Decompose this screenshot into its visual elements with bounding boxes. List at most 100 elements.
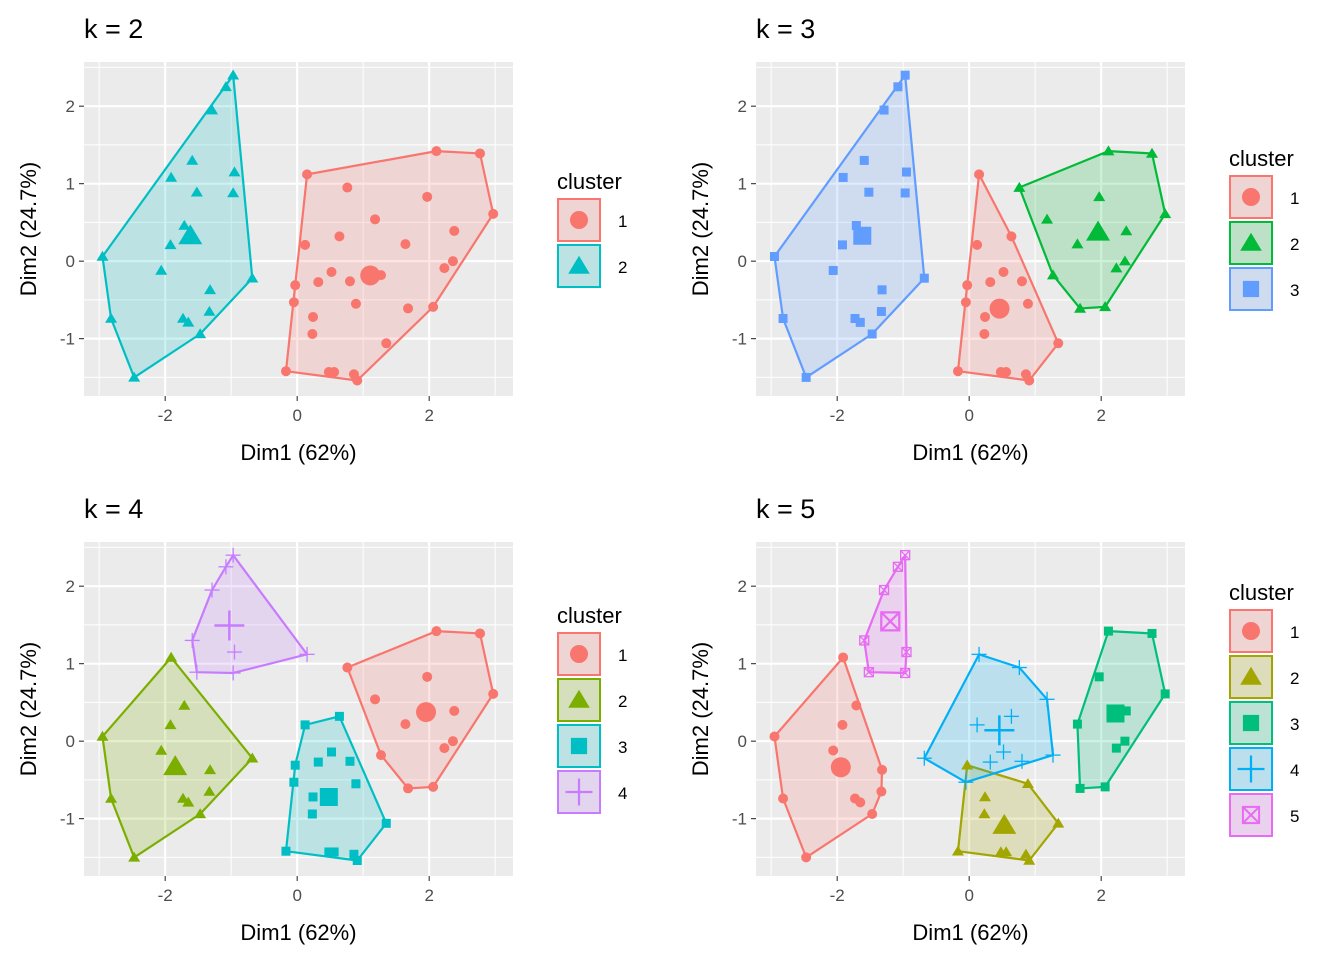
cluster-hull-2 xyxy=(1018,150,1167,310)
circle-mark xyxy=(334,231,345,242)
x-tick-label: -2 xyxy=(830,886,845,905)
data-point xyxy=(342,182,353,193)
y-tick-label: 1 xyxy=(66,655,75,674)
data-point xyxy=(1053,338,1064,349)
data-point xyxy=(165,171,178,182)
data-point xyxy=(246,752,259,763)
square-mark xyxy=(851,221,861,231)
data-point xyxy=(428,781,439,792)
legend-key-symbol xyxy=(570,737,588,755)
data-point xyxy=(308,311,319,322)
triangle-mark xyxy=(165,171,178,182)
data-point xyxy=(290,280,301,291)
legend-label: 2 xyxy=(1290,235,1299,254)
y-tick-label: 2 xyxy=(738,577,747,596)
circle-mark xyxy=(381,338,392,349)
x-tick-label: -2 xyxy=(830,406,845,425)
cross-b xyxy=(879,585,889,596)
circle-mark xyxy=(876,786,887,797)
circle-mark xyxy=(570,211,588,229)
data-point xyxy=(1099,301,1112,312)
legend-label: 3 xyxy=(1290,715,1299,734)
data-point xyxy=(300,239,311,250)
data-point xyxy=(951,845,964,856)
data-point xyxy=(1118,255,1131,266)
data-point xyxy=(1021,778,1034,789)
square-outline xyxy=(900,550,911,561)
legend-item-4: 4 xyxy=(1229,747,1299,791)
data-point xyxy=(155,744,168,755)
data-point xyxy=(203,305,216,316)
triangle-mark xyxy=(155,264,168,275)
panel-k4: k = 4 -2 0 2 -1 0 1 2 Dim1 (62%) Dim2 (24.7%) clus… xyxy=(16,494,627,945)
data-point xyxy=(859,635,870,646)
cross-b xyxy=(900,550,911,561)
data-point xyxy=(864,187,874,197)
data-point xyxy=(280,366,291,377)
data-point xyxy=(313,277,324,288)
data-point xyxy=(1023,854,1036,865)
data-point xyxy=(290,760,300,770)
circle-mark xyxy=(280,366,291,377)
square-mark xyxy=(850,314,860,324)
legend-label: 4 xyxy=(1290,761,1299,780)
triangle-mark xyxy=(568,689,590,708)
data-point xyxy=(300,720,310,730)
cluster-center-4 xyxy=(984,715,1015,746)
y-tick-label: 0 xyxy=(738,252,747,271)
data-point xyxy=(998,267,1009,278)
triangle-mark xyxy=(1013,181,1026,192)
circle-mark xyxy=(877,764,888,775)
legend: cluster 1 2 3 4 xyxy=(557,603,627,814)
legend-item-5: 5 xyxy=(1229,793,1299,837)
data-point xyxy=(96,250,109,261)
data-point xyxy=(893,82,903,92)
triangle-mark xyxy=(203,785,216,796)
data-point xyxy=(969,717,985,733)
circle-mark xyxy=(1242,622,1260,640)
circle-mark xyxy=(290,280,301,291)
data-point xyxy=(1014,753,1030,769)
data-point xyxy=(1074,302,1087,313)
cross-b xyxy=(900,668,911,678)
data-point xyxy=(177,792,189,803)
triangle-mark xyxy=(194,808,207,819)
circle-mark xyxy=(837,719,848,730)
circle-mark xyxy=(350,298,361,309)
square-mark xyxy=(900,70,910,80)
triangle-mark xyxy=(105,792,118,803)
triangle-mark xyxy=(227,187,240,198)
data-point xyxy=(979,329,990,340)
legend-key-symbol xyxy=(1242,188,1260,206)
data-point xyxy=(475,148,485,159)
square-mark xyxy=(837,240,847,250)
square-mark xyxy=(319,788,338,807)
legend-label: 1 xyxy=(618,646,627,665)
cluster-center-1 xyxy=(989,298,1010,319)
y-tick-label: -1 xyxy=(732,810,747,829)
data-point xyxy=(855,317,865,327)
triangle-mark xyxy=(1047,269,1059,280)
legend-key-symbol xyxy=(1242,280,1260,298)
triangle-mark xyxy=(1110,262,1123,273)
data-point xyxy=(851,700,862,711)
triangle-mark xyxy=(1074,302,1087,313)
square-mark xyxy=(313,757,323,767)
data-point xyxy=(996,744,1011,760)
legend-item-2: 2 xyxy=(557,678,627,722)
data-point xyxy=(1159,208,1172,219)
data-point xyxy=(345,756,355,766)
data-point xyxy=(971,646,987,662)
panel-k5: k = 5 -2 0 2 -1 0 1 2 Dim1 (62%) Dim2 (24.7%) clus… xyxy=(688,494,1299,945)
triangle-mark xyxy=(203,305,216,316)
data-point xyxy=(329,366,340,377)
square-mark xyxy=(1121,706,1131,716)
triangle-mark xyxy=(178,224,203,245)
data-point xyxy=(334,711,344,721)
legend: cluster 1 2 3 4 5 xyxy=(1229,580,1299,837)
data-point xyxy=(400,239,411,250)
circle-mark xyxy=(475,148,485,159)
circle-mark xyxy=(980,311,991,322)
circle-mark xyxy=(422,671,433,682)
circle-mark xyxy=(342,182,353,193)
